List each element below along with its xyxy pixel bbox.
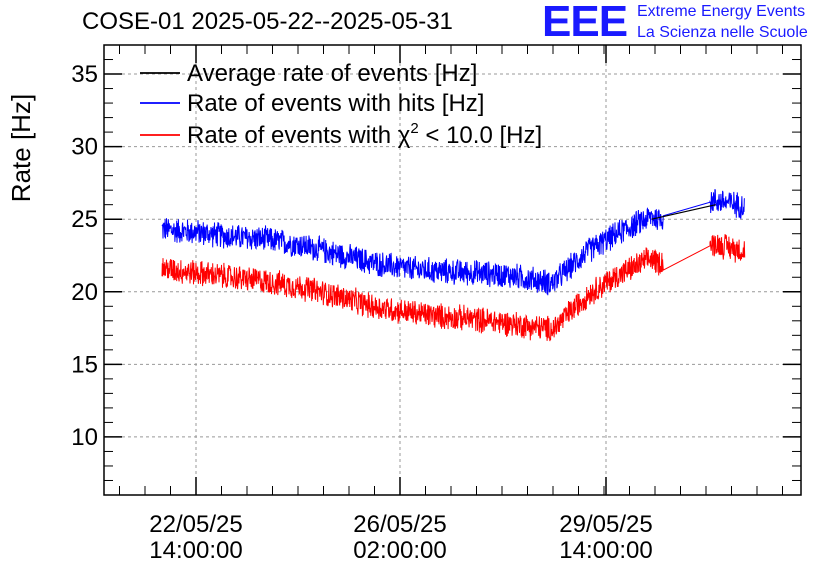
chart-title: COSE-01 2025-05-22--2025-05-31 bbox=[82, 8, 453, 35]
eee-logo: EEE bbox=[542, 0, 628, 46]
legend: Average rate of events [Hz] Rate of event… bbox=[140, 60, 542, 149]
x-tick-label-date: 29/05/25 bbox=[559, 511, 652, 538]
x-tick-label-time: 14:00:00 bbox=[559, 537, 652, 564]
series-line-hits bbox=[161, 189, 745, 296]
x-tick-label-date: 26/05/25 bbox=[353, 511, 446, 538]
series-layer bbox=[161, 189, 746, 342]
legend-label-average: Average rate of events [Hz] bbox=[187, 60, 477, 87]
axis-layer: 10152025303522/05/2514:00:0026/05/2502:0… bbox=[71, 44, 801, 564]
logo-text-line1: Extreme Energy Events bbox=[637, 3, 806, 20]
x-tick-label-date: 22/05/25 bbox=[149, 511, 242, 538]
y-tick-label: 30 bbox=[71, 134, 98, 161]
plot-frame bbox=[103, 44, 802, 496]
legend-label-hits: Rate of events with hits [Hz] bbox=[187, 90, 484, 117]
series-line-average bbox=[651, 204, 716, 220]
x-tick-label-time: 02:00:00 bbox=[353, 537, 446, 564]
y-tick-label: 10 bbox=[71, 424, 98, 451]
y-tick-label: 25 bbox=[71, 206, 98, 233]
y-tick-label: 35 bbox=[71, 61, 98, 88]
y-tick-label: 15 bbox=[71, 351, 98, 378]
logo-text-line2: La Scienza nelle Scuole bbox=[637, 24, 808, 41]
x-tick-label-time: 14:00:00 bbox=[149, 537, 242, 564]
y-axis-label: Rate [Hz] bbox=[6, 94, 36, 202]
series-line-chi2 bbox=[161, 234, 746, 342]
y-tick-label: 20 bbox=[71, 279, 98, 306]
legend-label-chi2: Rate of events with χ2 < 10.0 [Hz] bbox=[187, 120, 542, 149]
